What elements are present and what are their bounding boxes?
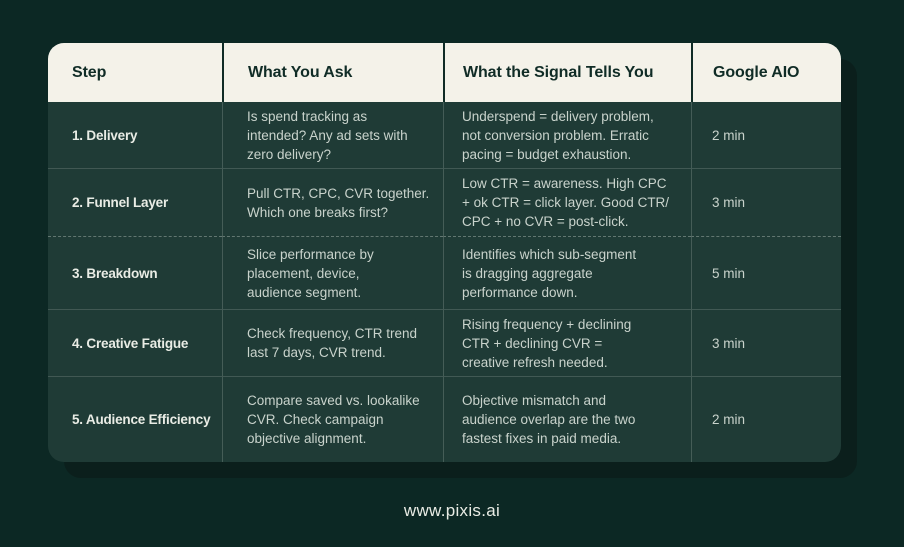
cell-ask: Check frequency, CTR trend last 7 days, … xyxy=(222,309,443,376)
cell-signal: Objective mismatch and audience overlap … xyxy=(443,376,691,462)
cell-aio: 2 min xyxy=(691,376,841,462)
cell-signal: Underspend = delivery problem, not conve… xyxy=(443,102,691,168)
table-card: Step What You Ask What the Signal Tells Yo… xyxy=(48,43,841,462)
footer-url: www.pixis.ai xyxy=(403,501,501,520)
cell-aio: 5 min xyxy=(691,236,841,309)
cell-ask: Compare saved vs. lookalike CVR. Check c… xyxy=(222,376,443,462)
row-step-label: 3. Breakdown xyxy=(48,236,222,309)
column-header-what-the-signal-tells-you: What the Signal Tells You xyxy=(443,43,691,102)
row-step-label: 5. Audience Efficiency xyxy=(48,376,222,462)
column-header-google-aio: Google AIO xyxy=(691,43,841,102)
cell-ask: Is spend tracking as intended? Any ad se… xyxy=(222,102,443,168)
row-step-label: 1. Delivery xyxy=(72,127,138,143)
cell-ask: Pull CTR, CPC, CVR together. Which one b… xyxy=(222,168,443,236)
cell-signal: Low CTR = awareness. High CPC + ok CTR =… xyxy=(443,168,691,236)
cell-aio: 3 min xyxy=(691,309,841,376)
row-step-label: 4. Creative Fatigue xyxy=(48,309,222,376)
column-header-step: Step xyxy=(48,43,222,102)
cell-signal: Rising frequency + declining CTR + decli… xyxy=(443,309,691,376)
column-header-what-you-ask: What You Ask xyxy=(222,43,443,102)
cell-signal: Identifies which sub-segment is dragging… xyxy=(443,236,691,309)
cell-ask: Slice performance by placement, device, … xyxy=(222,236,443,309)
row-step-label: 2. Funnel Layer xyxy=(48,168,222,236)
cell-aio: 2 min xyxy=(691,102,841,168)
cell-aio: 3 min xyxy=(691,168,841,236)
